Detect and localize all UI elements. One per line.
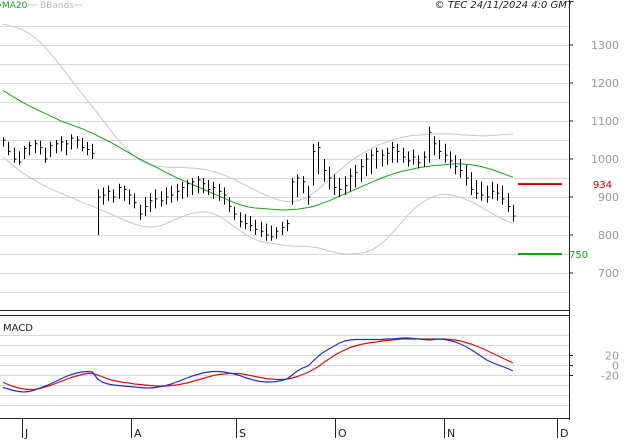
x-tick-label: A [134, 427, 142, 440]
bb-lower-line [2, 156, 514, 255]
legend-bbands: BBands [40, 1, 74, 11]
legend-ma20: MA20 [2, 1, 28, 11]
macd-lines [2, 337, 514, 393]
x-tick-label: O [338, 427, 347, 440]
resistance-label: 934 [593, 180, 612, 191]
y-tick-label: 900 [598, 191, 619, 204]
macd-title: MACD [3, 323, 33, 334]
price-bars [3, 126, 516, 241]
ma20-line [2, 90, 514, 211]
macd-signal-line [2, 338, 514, 391]
x-tick-label: D [560, 427, 568, 440]
macd-y-tick-label: -20 [601, 370, 619, 383]
x-tick-label: N [447, 427, 455, 440]
y-tick-labels: 700 800 900 1000 1100 1200 1300 200-20 [569, 39, 619, 383]
macd-y-tick-label: 0 [612, 360, 619, 373]
macd-y-tick-label: 20 [605, 350, 619, 363]
y-tick-label: 1100 [591, 115, 619, 128]
copyright-stamp: © TEC 24/11/2024 4:0 GMT [435, 0, 574, 11]
x-tick-label: S [239, 427, 246, 440]
macd-line [2, 337, 514, 393]
legend: MA20 BBands [0, 1, 82, 11]
y-tick-label: 800 [598, 229, 619, 242]
ma20-series [2, 90, 514, 211]
y-tick-label: 1200 [591, 77, 619, 90]
y-tick-label: 1300 [591, 39, 619, 52]
price-levels: 934 750 [518, 180, 612, 261]
price-gridlines [0, 26, 569, 293]
y-tick-label: 700 [598, 267, 619, 280]
bb-upper-line [2, 23, 514, 203]
x-tick-label: J [24, 427, 28, 440]
y-tick-label: 1000 [591, 153, 619, 166]
support-label: 750 [569, 250, 588, 261]
bollinger-bands [2, 23, 514, 255]
